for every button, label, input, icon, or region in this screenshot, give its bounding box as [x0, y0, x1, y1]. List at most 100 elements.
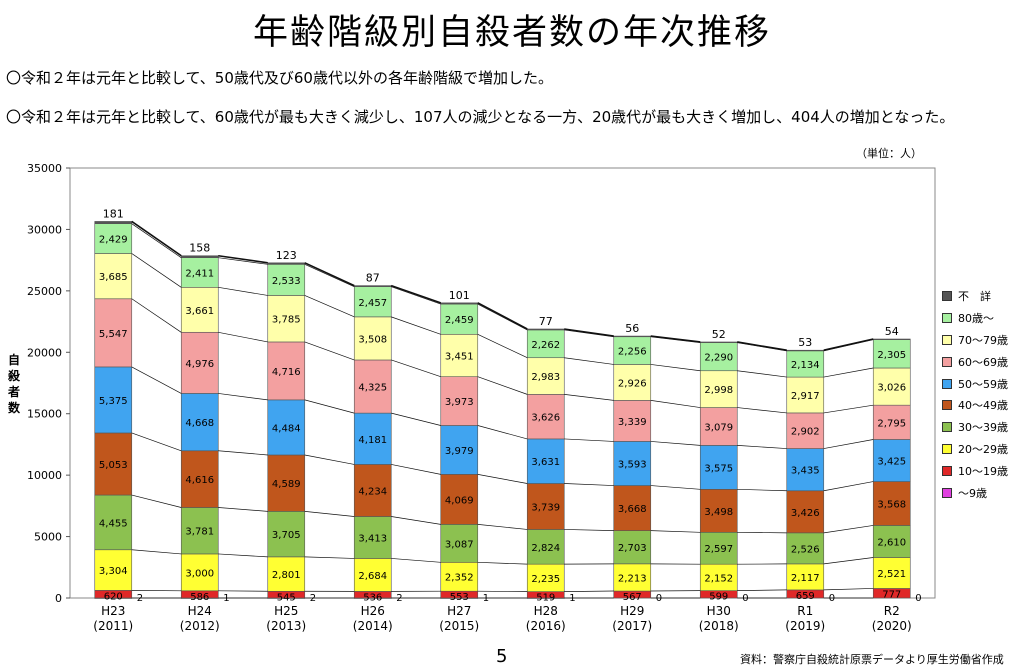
y-tick-label: 25000 [27, 285, 62, 298]
series-connector [477, 333, 528, 359]
data-label: 3,426 [791, 508, 820, 519]
data-label: 2,824 [531, 543, 560, 554]
series-connector [390, 284, 442, 304]
data-label: 2,526 [791, 544, 820, 555]
legend-item: ～9歳 [942, 482, 1008, 504]
data-label: 2,795 [877, 418, 906, 429]
legend-swatch [942, 334, 952, 345]
bar-segment [180, 450, 219, 508]
data-label: 2,610 [877, 537, 906, 548]
bar-segment [699, 445, 738, 490]
series-connector [304, 511, 355, 517]
data-label: 2,998 [704, 385, 733, 396]
bar-segment [872, 367, 911, 406]
bar-segment [440, 561, 479, 592]
data-label: 2,521 [877, 569, 906, 580]
series-connector [131, 223, 182, 258]
data-label: 3,451 [445, 351, 474, 362]
data-label: 777 [882, 589, 901, 600]
bar-segment [440, 302, 479, 305]
data-label: 2,917 [791, 391, 820, 402]
data-label: 3,026 [877, 383, 906, 394]
bar-segment [613, 441, 652, 486]
series-connector [564, 357, 614, 365]
legend-item: 60～69歳 [942, 351, 1008, 373]
legend-item: 不 詳 [942, 285, 1008, 307]
bar-segment [613, 400, 652, 442]
bar-segment [353, 285, 392, 287]
data-label: 2,352 [445, 573, 474, 584]
series-connector [477, 474, 528, 484]
legend-label: 60～69歳 [958, 355, 1008, 369]
data-label: 101 [449, 289, 470, 302]
data-label: 0 [915, 593, 921, 604]
bar-segment [526, 529, 565, 565]
data-label: 567 [623, 592, 642, 603]
data-label: 4,668 [185, 418, 214, 429]
series-connector [391, 412, 441, 426]
series-connector [304, 556, 355, 559]
data-label: 2,902 [791, 427, 820, 438]
x-tick-label: (2011) [93, 619, 133, 633]
note-2: 〇令和２年は元年と比較して、60歳代が最も大きく減少し、107人の減少となる一方… [6, 108, 955, 126]
data-label: 1 [223, 593, 229, 604]
data-label: 3,593 [618, 460, 647, 471]
data-label: 2,429 [99, 235, 128, 246]
legend-swatch [942, 290, 952, 301]
data-label: 2 [396, 593, 402, 604]
series-connector [218, 450, 268, 456]
x-tick-label: H24 [188, 604, 212, 618]
data-label: 3,498 [704, 507, 733, 518]
data-label: 620 [104, 591, 123, 602]
note-1: 〇令和２年は元年と比較して、50歳代及び60歳代以外の各年齢階級で増加した。 [6, 69, 553, 87]
bar-segment [786, 412, 825, 449]
y-axis-label: 自殺者数 [7, 353, 20, 415]
data-label: 0 [829, 593, 835, 604]
bar-segment [267, 264, 306, 296]
bar-segment [94, 494, 133, 551]
data-label: 4,616 [185, 475, 214, 486]
bar-segment [94, 298, 133, 368]
data-label: 4,069 [445, 495, 474, 506]
series-connector [304, 295, 355, 318]
legend-swatch [942, 356, 952, 367]
series-connector [737, 531, 787, 534]
bar-segment [267, 262, 306, 265]
bar-segment [267, 399, 306, 456]
series-connector [823, 338, 874, 351]
legend-label: 80歳～ [958, 311, 994, 325]
x-tick-label: (2017) [612, 619, 652, 633]
series-connector [564, 394, 614, 401]
bar-segment [613, 335, 652, 338]
data-label: 3,508 [358, 334, 387, 345]
source-note: 資料：警察庁自殺統計原票データより厚生労働省作成 [740, 653, 1004, 666]
x-tick-label: H27 [447, 604, 471, 618]
legend-swatch [942, 378, 952, 389]
x-tick-label: H30 [707, 604, 731, 618]
x-tick-label: H28 [534, 604, 558, 618]
bar-segment [94, 432, 133, 496]
data-label: 3,785 [272, 315, 301, 326]
bar-segment [526, 328, 565, 331]
data-label: 3,413 [358, 533, 387, 544]
legend-swatch [942, 400, 952, 411]
bar-segment [613, 485, 652, 531]
data-label: 3,304 [99, 566, 128, 577]
data-label: 2,533 [272, 276, 301, 287]
series-connector [218, 331, 268, 343]
data-label: 536 [363, 592, 382, 603]
data-label: 1 [569, 593, 575, 604]
data-label: 3,781 [185, 527, 214, 538]
series-connector [737, 341, 787, 351]
legend-label: 70～79歳 [958, 333, 1008, 347]
x-tick-label: (2016) [526, 619, 566, 633]
bar-segment [353, 412, 392, 465]
series-connector [650, 485, 701, 490]
data-label: 3,973 [445, 397, 474, 408]
bar-segment [94, 366, 133, 434]
data-label: 3,425 [877, 457, 906, 468]
bar-segment [699, 531, 738, 565]
bar-segment [699, 563, 738, 591]
series-connector [823, 557, 874, 565]
